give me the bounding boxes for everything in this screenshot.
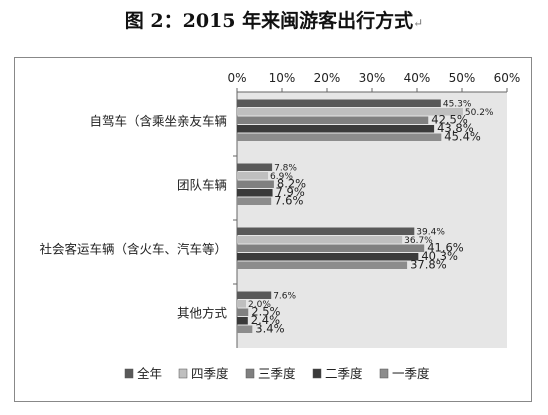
data-label: 3.4% xyxy=(255,322,284,336)
bar xyxy=(237,300,246,308)
bar xyxy=(237,317,248,325)
data-label: 42.5% xyxy=(431,113,468,127)
bar xyxy=(237,236,403,244)
x-tick-label: 30% xyxy=(359,71,386,85)
legend-label: 一季度 xyxy=(392,366,430,381)
data-label: 41.6% xyxy=(427,241,464,255)
data-label: 39.4% xyxy=(416,228,445,238)
data-label: 36.7% xyxy=(404,236,433,246)
bar xyxy=(237,172,269,180)
x-tick-label: 50% xyxy=(449,71,476,85)
data-label: 2.4% xyxy=(251,313,280,327)
category-label: 团队车辆 xyxy=(177,177,227,192)
paragraph-mark-icon: ↵ xyxy=(413,16,424,30)
legend-swatch xyxy=(312,368,322,379)
data-label: 50.2% xyxy=(465,108,494,118)
category-label: 其他方式 xyxy=(177,305,228,320)
bar xyxy=(237,189,273,197)
bar xyxy=(237,308,249,316)
bar xyxy=(237,116,429,124)
x-tick-label: 10% xyxy=(269,71,296,85)
bar xyxy=(237,253,419,261)
bar xyxy=(237,108,463,116)
bar xyxy=(237,163,273,171)
bar xyxy=(237,125,435,133)
bar xyxy=(237,133,442,141)
chart-frame: 0% 10% 20% 30% 40% 50% 60% 自驾车（含乘坐亲友车辆 45.3% 50.2… xyxy=(14,57,532,402)
bar xyxy=(237,180,274,188)
legend-swatch xyxy=(379,368,389,379)
data-label: 43.8% xyxy=(437,121,474,135)
x-tick-label: 40% xyxy=(404,71,431,85)
page-title: 图 2：2015 年来闽游客出行方式↵ xyxy=(124,10,424,32)
data-label: 37.8% xyxy=(410,258,447,272)
x-tick-label: 0% xyxy=(227,71,246,85)
bar-chart: 0% 10% 20% 30% 40% 50% 60% 自驾车（含乘坐亲友车辆 45.3%50.2… xyxy=(39,71,521,381)
x-tick-label: 60% xyxy=(494,71,521,85)
legend-swatch xyxy=(178,368,188,379)
data-label: 6.9% xyxy=(270,172,293,182)
category-label: 自驾车（含乘坐亲友车辆 xyxy=(89,113,227,128)
category-label: 社会客运车辆（含火车、汽车等） xyxy=(39,241,227,256)
legend-label: 二季度 xyxy=(325,366,363,381)
data-label: 45.4% xyxy=(444,130,481,144)
data-label: 2.0% xyxy=(248,300,271,310)
bar xyxy=(237,244,425,252)
data-label: 7.6% xyxy=(273,292,296,302)
bar xyxy=(237,261,408,269)
legend-label: 全年 xyxy=(137,366,162,381)
data-label: 7.6% xyxy=(274,194,303,208)
bar xyxy=(237,291,272,299)
bar xyxy=(237,325,253,333)
data-label: 2.5% xyxy=(251,305,280,319)
data-label: 7.8% xyxy=(274,164,297,174)
data-label: 45.3% xyxy=(443,100,472,110)
bar xyxy=(237,227,415,235)
data-label: 40.3% xyxy=(421,249,458,263)
data-label: 7.9% xyxy=(276,185,305,199)
legend-label: 四季度 xyxy=(191,366,229,381)
legend-swatch xyxy=(245,368,255,379)
bar xyxy=(237,99,441,107)
x-tick-label: 20% xyxy=(314,71,341,85)
bar xyxy=(237,197,272,205)
legend-label: 三季度 xyxy=(258,366,296,381)
data-label: 8.2% xyxy=(277,177,306,191)
legend-swatch xyxy=(124,368,134,379)
